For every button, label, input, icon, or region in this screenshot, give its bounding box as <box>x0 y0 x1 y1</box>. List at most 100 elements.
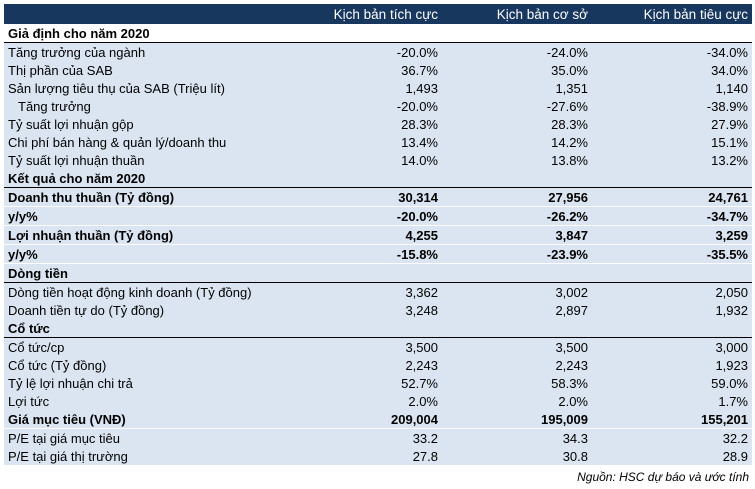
table-header-row: Kịch bản tích cực Kịch bản cơ sở Kịch bả… <box>4 4 752 24</box>
cell-negative-scenario: 15.1% <box>592 133 752 151</box>
cell-positive-scenario <box>292 319 442 338</box>
cell-base-scenario: 28.3% <box>442 115 592 133</box>
section-header-row: Dòng tiền <box>4 263 752 283</box>
cell-positive-scenario: 3,362 <box>292 282 442 301</box>
table-body: Giả định cho năm 2020 Tăng trưởng của ngà… <box>4 24 752 465</box>
cell-negative-scenario <box>592 319 752 338</box>
cell-base-scenario: 2,897 <box>442 301 592 319</box>
cell-negative-scenario <box>592 169 752 188</box>
table-row: Dòng tiền hoạt động kinh doanh (Tỷ đồng)… <box>4 282 752 301</box>
row-label: Cổ tức/cp <box>4 337 292 356</box>
cell-base-scenario: -26.2% <box>442 206 592 226</box>
table-row: Thị phần của SAB 36.7% 35.0% 34.0% <box>4 61 752 79</box>
cell-positive-scenario: -20.0% <box>292 42 442 61</box>
cell-positive-scenario: 4,255 <box>292 225 442 245</box>
table-row: y/y% -15.8% -23.9% -35.5% <box>4 244 752 264</box>
row-label: Thị phần của SAB <box>4 61 292 79</box>
cell-base-scenario: 34.3 <box>442 428 592 447</box>
table-row: Giá mục tiêu (VNĐ) 209,004 195,009 155,201 <box>4 410 752 429</box>
cell-positive-scenario: -15.8% <box>292 244 442 264</box>
cell-base-scenario: 30.8 <box>442 447 592 465</box>
table-row: Lợi tức 2.0% 2.0% 1.7% <box>4 392 752 410</box>
row-label: P/E tại giá mục tiêu <box>4 428 292 447</box>
row-label: P/E tại giá thị trường <box>4 447 292 465</box>
cell-negative-scenario: -38.9% <box>592 97 752 115</box>
header-label-column <box>4 4 292 24</box>
row-label: Tỷ lệ lợi nhuận chi trả <box>4 374 292 392</box>
row-label: Tăng trưởng của ngành <box>4 42 292 61</box>
cell-negative-scenario: 24,761 <box>592 187 752 207</box>
cell-positive-scenario: 28.3% <box>292 115 442 133</box>
table-row: Tăng trưởng -20.0% -27.6% -38.9% <box>4 97 752 115</box>
cell-negative-scenario <box>592 24 752 43</box>
cell-negative-scenario: 32.2 <box>592 428 752 447</box>
section-title: Cổ tức <box>4 319 292 338</box>
section-title: Giả định cho năm 2020 <box>4 24 292 43</box>
cell-positive-scenario: 2.0% <box>292 392 442 410</box>
table-row: Chi phí bán hàng & quản lý/doanh thu 13.4… <box>4 133 752 151</box>
cell-base-scenario: 3,847 <box>442 225 592 245</box>
cell-negative-scenario: 1.7% <box>592 392 752 410</box>
cell-base-scenario <box>442 263 592 283</box>
row-label: y/y% <box>4 244 292 264</box>
cell-positive-scenario: 3,500 <box>292 337 442 356</box>
table-row: y/y% -20.0% -26.2% -34.7% <box>4 206 752 226</box>
cell-base-scenario: -27.6% <box>442 97 592 115</box>
section-title: Dòng tiền <box>4 263 292 283</box>
scenario-table-container: Kịch bản tích cực Kịch bản cơ sở Kịch bả… <box>4 4 752 465</box>
cell-negative-scenario: -34.7% <box>592 206 752 226</box>
table-row: P/E tại giá thị trường 27.8 30.8 28.9 <box>4 447 752 465</box>
cell-negative-scenario: 27.9% <box>592 115 752 133</box>
cell-positive-scenario: 14.0% <box>292 151 442 169</box>
cell-base-scenario: -23.9% <box>442 244 592 264</box>
cell-base-scenario: 195,009 <box>442 410 592 429</box>
cell-negative-scenario: 28.9 <box>592 447 752 465</box>
cell-negative-scenario: 155,201 <box>592 410 752 429</box>
table-row: Cổ tức (Tỷ đồng) 2,243 2,243 1,923 <box>4 356 752 374</box>
cell-base-scenario: 2,243 <box>442 356 592 374</box>
row-label: Doanh tiền tự do (Tỷ đồng) <box>4 301 292 319</box>
cell-base-scenario: 2.0% <box>442 392 592 410</box>
cell-positive-scenario: 33.2 <box>292 428 442 447</box>
cell-negative-scenario: 3,259 <box>592 225 752 245</box>
table-row: Tỷ suất lợi nhuận thuần 14.0% 13.8% 13.2% <box>4 151 752 169</box>
row-label: Chi phí bán hàng & quản lý/doanh thu <box>4 133 292 151</box>
scenario-table: Kịch bản tích cực Kịch bản cơ sở Kịch bả… <box>4 4 752 465</box>
cell-negative-scenario: 1,140 <box>592 79 752 97</box>
cell-positive-scenario <box>292 24 442 43</box>
table-row: Doanh thu thuần (Tỷ đồng) 30,314 27,956 24,… <box>4 187 752 207</box>
cell-negative-scenario: 1,932 <box>592 301 752 319</box>
cell-negative-scenario: 34.0% <box>592 61 752 79</box>
cell-negative-scenario: 2,050 <box>592 282 752 301</box>
cell-positive-scenario: 30,314 <box>292 187 442 207</box>
cell-negative-scenario: -35.5% <box>592 244 752 264</box>
row-label: Giá mục tiêu (VNĐ) <box>4 410 292 429</box>
section-title: Kết quả cho năm 2020 <box>4 169 292 188</box>
section-header-row: Kết quả cho năm 2020 <box>4 169 752 188</box>
cell-base-scenario: 3,002 <box>442 282 592 301</box>
row-label: Cổ tức (Tỷ đồng) <box>4 356 292 374</box>
cell-positive-scenario <box>292 263 442 283</box>
table-row: Cổ tức/cp 3,500 3,500 3,000 <box>4 337 752 356</box>
cell-base-scenario: 58.3% <box>442 374 592 392</box>
cell-positive-scenario: 1,493 <box>292 79 442 97</box>
cell-positive-scenario: 2,243 <box>292 356 442 374</box>
cell-base-scenario <box>442 319 592 338</box>
section-header-row: Cổ tức <box>4 319 752 338</box>
cell-positive-scenario: 36.7% <box>292 61 442 79</box>
cell-negative-scenario: 1,923 <box>592 356 752 374</box>
cell-negative-scenario: 59.0% <box>592 374 752 392</box>
cell-negative-scenario <box>592 263 752 283</box>
header-negative-scenario: Kịch bản tiêu cực <box>592 4 752 24</box>
row-label: Lợi nhuận thuần (Tỷ đồng) <box>4 225 292 245</box>
cell-base-scenario: 27,956 <box>442 187 592 207</box>
cell-positive-scenario <box>292 169 442 188</box>
cell-negative-scenario: 13.2% <box>592 151 752 169</box>
row-label: y/y% <box>4 206 292 226</box>
cell-positive-scenario: 13.4% <box>292 133 442 151</box>
cell-base-scenario: 1,351 <box>442 79 592 97</box>
row-label: Tăng trưởng <box>4 97 292 115</box>
header-positive-scenario: Kịch bản tích cực <box>292 4 442 24</box>
source-note: Nguồn: HSC dự báo và ước tính <box>577 470 749 484</box>
row-label: Tỷ suất lợi nhuận gộp <box>4 115 292 133</box>
